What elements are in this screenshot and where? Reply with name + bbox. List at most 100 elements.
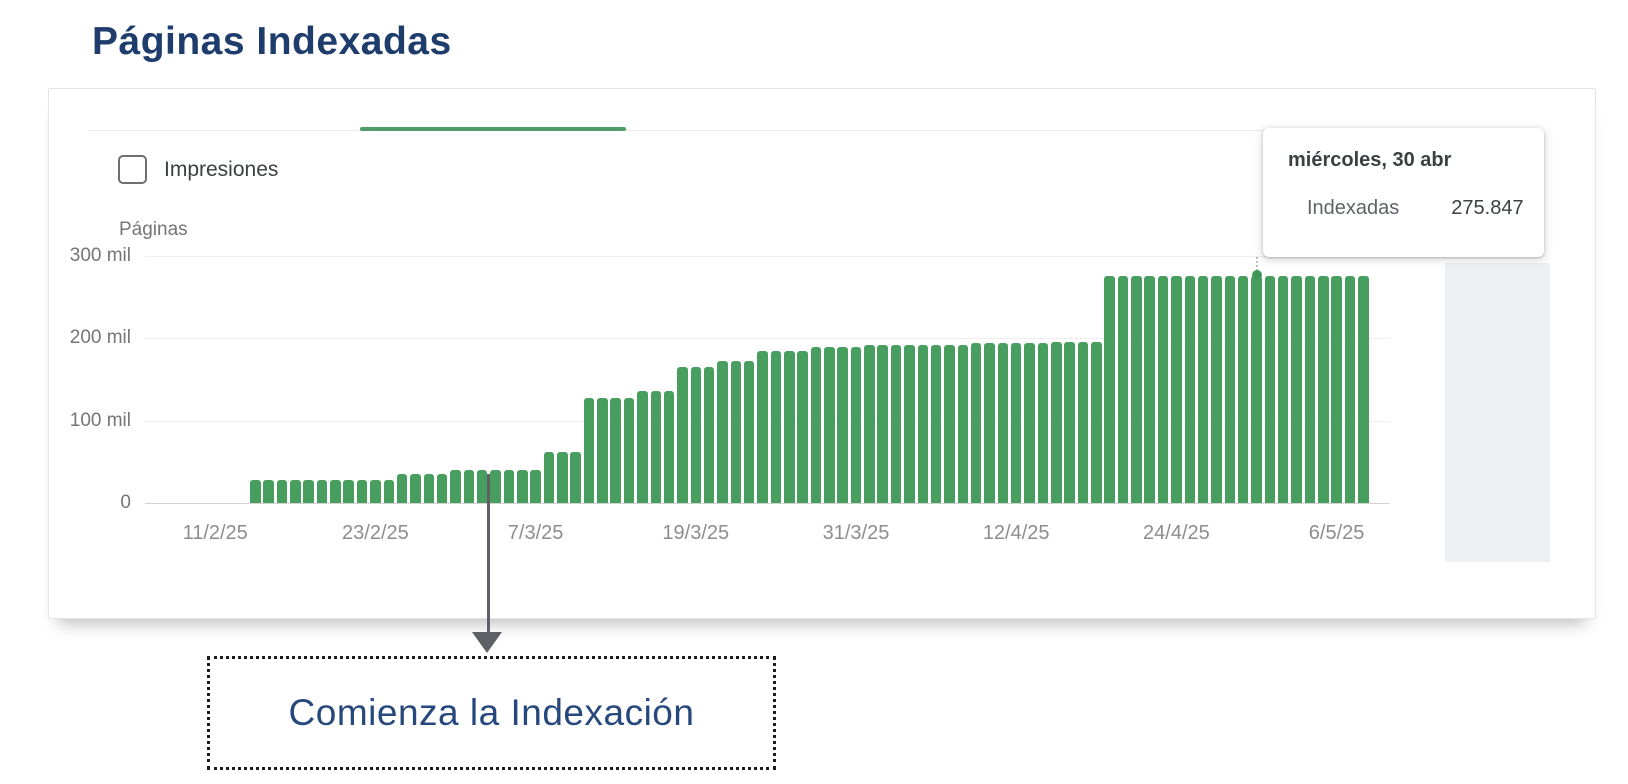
tabs-divider-line xyxy=(88,130,1447,131)
indexed-pages-bar[interactable] xyxy=(250,479,261,503)
indexed-pages-bar[interactable] xyxy=(997,343,1009,503)
annotation-arrow-down-icon xyxy=(472,632,502,653)
indexed-pages-bar[interactable] xyxy=(1051,341,1062,503)
indexed-pages-bar[interactable] xyxy=(917,344,928,503)
indexed-pages-bar[interactable] xyxy=(784,350,795,503)
indexed-pages-bar[interactable] xyxy=(1224,275,1236,503)
impressions-checkbox[interactable] xyxy=(118,155,147,184)
indexed-pages-bar[interactable] xyxy=(1277,275,1289,503)
annotation-callout-box: Comienza la Indexación xyxy=(207,656,776,770)
indexed-pages-bar[interactable] xyxy=(383,479,394,503)
indexed-pages-bar[interactable] xyxy=(797,350,808,503)
indexed-pages-bar[interactable] xyxy=(984,343,995,503)
indexed-pages-bar[interactable] xyxy=(650,391,661,503)
indexed-pages-bar[interactable] xyxy=(570,451,581,503)
indexed-pages-bar[interactable] xyxy=(517,470,528,503)
indexed-pages-bar[interactable] xyxy=(957,344,969,503)
y-axis-title: Páginas xyxy=(119,219,188,240)
indexed-pages-bar[interactable] xyxy=(944,344,955,503)
indexed-pages-bar[interactable] xyxy=(463,470,475,503)
indexed-pages-bar[interactable] xyxy=(1104,275,1115,503)
indexed-pages-bar[interactable] xyxy=(770,350,782,503)
indexed-pages-bar[interactable] xyxy=(1331,275,1342,503)
impressions-label: Impresiones xyxy=(164,157,279,181)
y-axis-tick-label: 300 mil xyxy=(69,245,131,266)
indexed-pages-bar[interactable] xyxy=(1157,275,1169,503)
indexed-pages-bar[interactable] xyxy=(1211,275,1222,503)
indexed-pages-bar[interactable] xyxy=(1237,275,1249,503)
gridline xyxy=(145,256,1390,257)
indexed-pages-bar[interactable] xyxy=(1251,275,1262,503)
indexed-pages-bar[interactable] xyxy=(597,397,608,503)
indexed-pages-bar[interactable] xyxy=(356,479,368,503)
x-axis-tick-label: 31/3/25 xyxy=(822,522,890,544)
indexed-pages-bar[interactable] xyxy=(343,479,354,503)
indexed-pages-bar[interactable] xyxy=(1117,275,1129,503)
indexed-pages-bar[interactable] xyxy=(330,479,341,503)
indexed-pages-bar[interactable] xyxy=(557,451,568,503)
indexed-pages-bar[interactable] xyxy=(743,361,755,503)
indexed-pages-bar[interactable] xyxy=(663,391,675,503)
indexed-pages-bar[interactable] xyxy=(810,346,822,503)
indexed-pages-bar[interactable] xyxy=(970,343,982,503)
indexed-pages-bar[interactable] xyxy=(703,367,715,503)
annotation-text: Comienza la Indexación xyxy=(288,692,695,733)
indexed-pages-bar[interactable] xyxy=(423,474,435,503)
indexed-pages-bar[interactable] xyxy=(890,344,902,503)
indexed-pages-bar[interactable] xyxy=(864,344,875,503)
indexed-pages-bar[interactable] xyxy=(1358,275,1369,503)
indexed-pages-bar[interactable] xyxy=(410,474,421,503)
indexed-pages-bar[interactable] xyxy=(276,479,288,503)
indexed-pages-bar[interactable] xyxy=(610,397,621,503)
indexed-pages-bar[interactable] xyxy=(717,361,728,503)
indexed-pages-bar[interactable] xyxy=(1264,275,1276,503)
indexed-pages-bar[interactable] xyxy=(677,367,688,503)
indexed-pages-bar[interactable] xyxy=(543,451,555,503)
indexed-pages-bar[interactable] xyxy=(503,470,515,503)
indexed-pages-bar[interactable] xyxy=(490,470,501,503)
indexed-pages-bar[interactable] xyxy=(530,470,541,503)
chart-plot-area[interactable]: 300 mil 200 mil 100 mil 0 11/2/25 23/2/25 7/3/… xyxy=(70,245,1390,544)
indexed-pages-bar[interactable] xyxy=(1091,341,1102,503)
indexed-pages-bar[interactable] xyxy=(1291,275,1302,503)
indexed-pages-bar[interactable] xyxy=(757,350,768,503)
indexed-pages-bar[interactable] xyxy=(837,346,848,503)
indexed-pages-bar[interactable] xyxy=(396,474,408,503)
indexed-pages-bar[interactable] xyxy=(316,479,328,503)
indexed-pages-bar[interactable] xyxy=(476,470,488,503)
indexed-pages-bar[interactable] xyxy=(1064,341,1075,503)
indexed-pages-bar[interactable] xyxy=(1131,275,1142,503)
indexed-pages-bar[interactable] xyxy=(436,474,448,503)
indexed-pages-bar[interactable] xyxy=(1077,341,1089,503)
indexed-pages-bar[interactable] xyxy=(904,344,915,503)
indexed-pages-bar[interactable] xyxy=(730,361,742,503)
x-axis-tick-label: 6/5/25 xyxy=(1308,522,1365,544)
indexed-pages-bar[interactable] xyxy=(1344,275,1356,503)
impressions-toggle-row[interactable]: Impresiones xyxy=(118,155,278,184)
indexed-pages-bar[interactable] xyxy=(1171,275,1182,503)
indexed-pages-bar[interactable] xyxy=(263,479,274,503)
indexed-pages-bar[interactable] xyxy=(370,479,381,503)
indexed-pages-bar[interactable] xyxy=(1144,275,1155,503)
indexed-pages-bar[interactable] xyxy=(690,367,702,503)
indexed-pages-bar[interactable] xyxy=(623,397,635,503)
indexed-pages-bar[interactable] xyxy=(450,470,461,503)
indexed-pages-bar[interactable] xyxy=(877,344,888,503)
indexed-pages-bar[interactable] xyxy=(1184,275,1195,503)
indexed-pages-bar[interactable] xyxy=(1197,275,1209,503)
indexed-pages-bar[interactable] xyxy=(1024,343,1035,503)
indexed-pages-bar[interactable] xyxy=(1037,343,1049,503)
indexed-pages-bar[interactable] xyxy=(1318,275,1329,503)
indexed-pages-bar[interactable] xyxy=(303,479,314,503)
indexed-pages-bar[interactable] xyxy=(1304,275,1316,503)
indexed-pages-bar[interactable] xyxy=(930,344,942,503)
indexed-pages-bar[interactable] xyxy=(1010,343,1022,503)
indexed-pages-bar[interactable] xyxy=(850,346,862,503)
indexed-pages-bar[interactable] xyxy=(583,397,595,503)
indexed-pages-bar[interactable] xyxy=(637,391,648,503)
right-side-panel xyxy=(1445,263,1550,562)
tooltip-value: 275.847 xyxy=(1451,197,1524,219)
indexed-pages-bar[interactable] xyxy=(290,479,301,503)
x-axis-tick-label: 23/2/25 xyxy=(342,522,409,544)
indexed-pages-bar[interactable] xyxy=(824,346,835,503)
